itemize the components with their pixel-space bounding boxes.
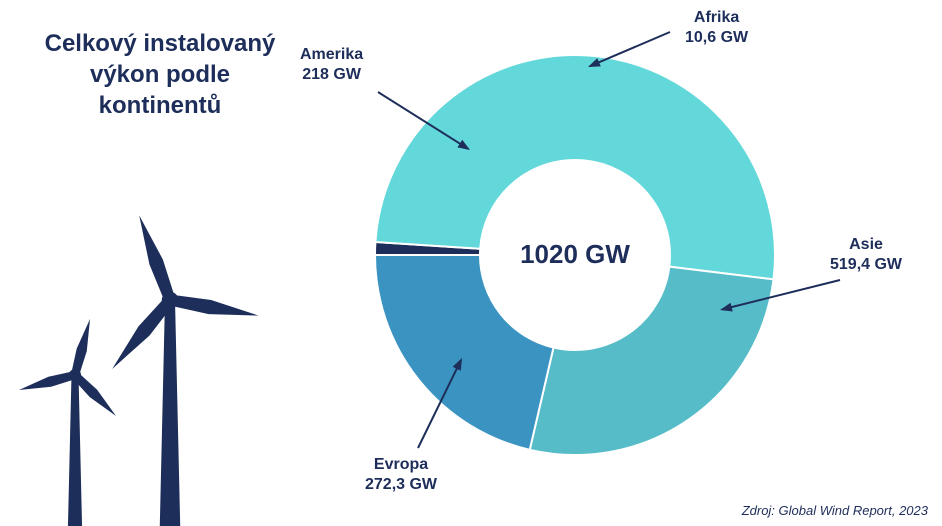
label-afrika: Afrika 10,6 GW (685, 8, 748, 48)
label-evropa-value: 272,3 GW (365, 475, 437, 495)
label-asie-name: Asie (830, 235, 902, 255)
label-amerika: Amerika 218 GW (300, 45, 363, 85)
label-asie-value: 519,4 GW (830, 255, 902, 275)
slice-amerika (375, 255, 553, 450)
label-afrika-value: 10,6 GW (685, 28, 748, 48)
label-evropa-name: Evropa (365, 455, 437, 475)
stage: Celkový instalovaný výkon podle kontinen… (0, 0, 942, 526)
label-evropa: Evropa 272,3 GW (365, 455, 437, 495)
slice-evropa (530, 267, 774, 455)
wind-turbines-icon (0, 0, 300, 526)
turbine-0 (112, 215, 258, 526)
source-citation: Zdroj: Global Wind Report, 2023 (742, 503, 928, 518)
label-asie: Asie 519,4 GW (830, 235, 902, 275)
donut-center-label: 1020 GW (505, 239, 645, 270)
turbine-1 (19, 319, 116, 526)
label-amerika-name: Amerika (300, 45, 363, 65)
arrow-afrika (590, 32, 670, 66)
label-amerika-value: 218 GW (300, 65, 363, 85)
label-afrika-name: Afrika (685, 8, 748, 28)
